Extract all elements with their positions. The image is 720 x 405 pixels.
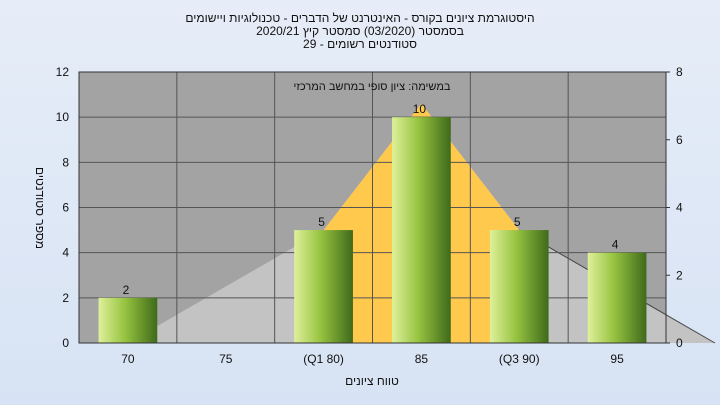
- bar-(Q3 90): [489, 230, 549, 343]
- y-axis-label: מספר סטודנטים: [33, 167, 47, 249]
- x-axis-label: טווח ציונים: [345, 374, 399, 388]
- bar-85: [392, 117, 451, 344]
- x-tick-label: (Q3 90): [499, 352, 540, 366]
- y-tick-label: 12: [56, 65, 70, 79]
- y-tick-label: 6: [62, 201, 69, 215]
- chart-title-line-2: בסמסטר (03/2020) סמסטר קיץ 2020/21: [256, 24, 464, 38]
- y2-tick-label: 6: [676, 133, 683, 147]
- x-tick-label: (Q1 80): [303, 352, 344, 366]
- y-tick-label: 2: [62, 291, 69, 305]
- y-tick-label: 8: [62, 155, 69, 169]
- data-label: 5: [514, 215, 521, 229]
- y-tick-label: 4: [62, 246, 69, 260]
- x-tick-label: 85: [415, 352, 429, 366]
- chart-title-line-3: סטודנטים רשומים - 29: [303, 37, 417, 51]
- y2-tick-label: 2: [676, 268, 683, 282]
- plot-frame: [78, 71, 667, 344]
- y2-tick-label: 4: [676, 201, 683, 215]
- bar-(Q1 80): [294, 230, 353, 343]
- y2-tick-label: 0: [676, 336, 683, 350]
- x-tick-label: 95: [610, 352, 624, 366]
- bar-70: [98, 297, 158, 343]
- data-label: 10: [413, 102, 427, 116]
- chart-subtitle: במשימה: ציון סופי במחשב המרכזי: [294, 81, 451, 93]
- y-tick-label: 10: [56, 110, 70, 124]
- chart-title-line-1: היסטוגרמת ציונים בקורס - האינטרנט של הדב…: [185, 11, 535, 25]
- data-label: 5: [318, 215, 325, 229]
- y2-tick-label: 8: [676, 65, 683, 79]
- data-label: 4: [612, 238, 619, 252]
- x-tick-label: 75: [219, 352, 233, 366]
- y-tick-label: 0: [62, 336, 69, 350]
- bar-95: [587, 252, 647, 343]
- data-label: 2: [123, 283, 130, 297]
- x-tick-label: 70: [121, 352, 135, 366]
